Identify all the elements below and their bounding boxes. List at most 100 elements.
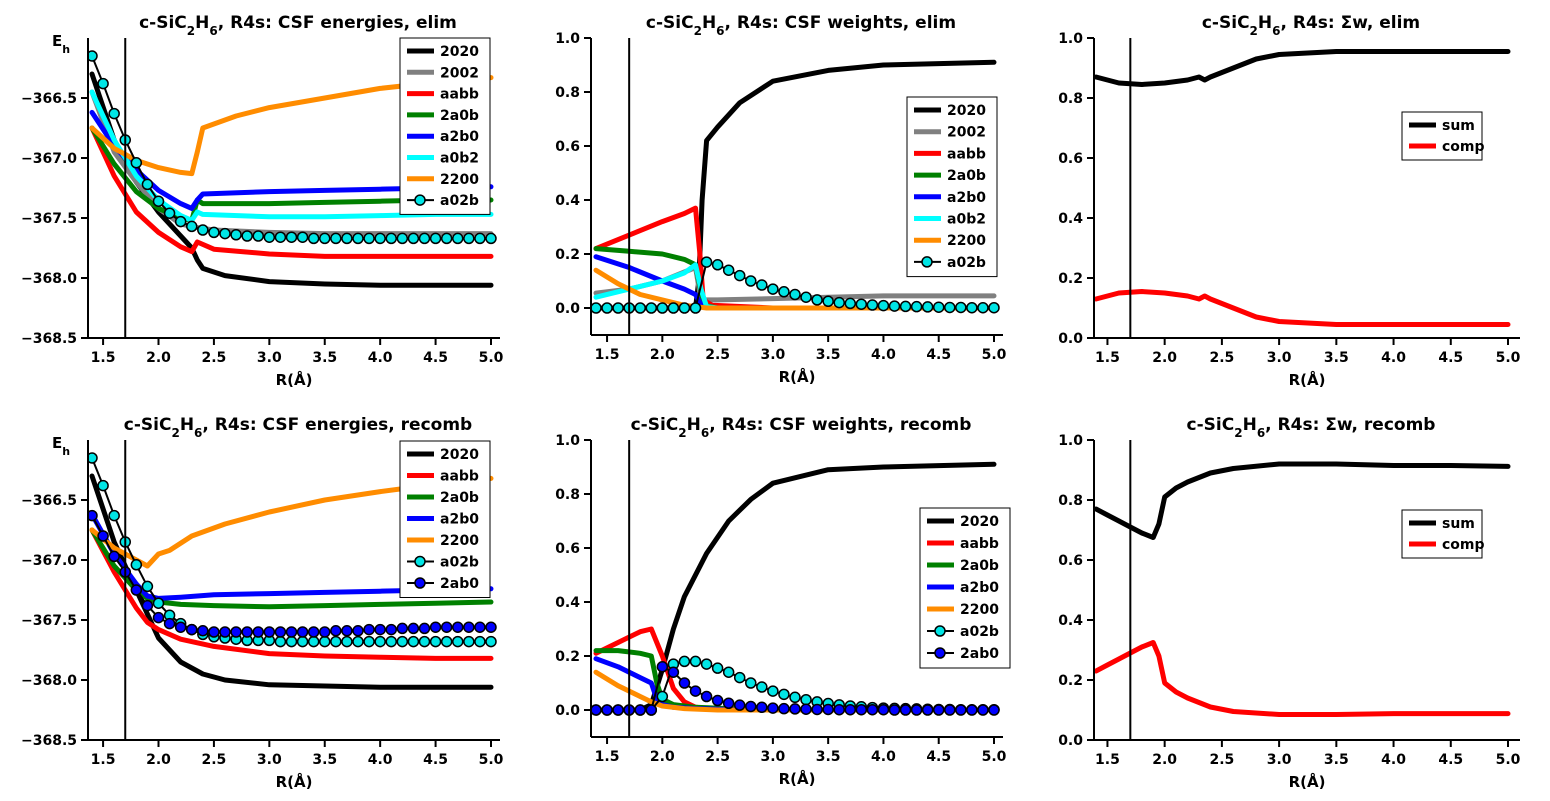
- legend: 2020 2002 aabb 2a0b a2b0 a0b2 2200 a02b: [399, 37, 491, 215]
- data-point-2ab0: [910, 704, 923, 716]
- legend: 2020 aabb 2a0b a2b0 2200 a02b 2ab0: [919, 507, 1011, 669]
- data-point-2ab0: [174, 621, 187, 633]
- title-rest: , R4s: CSF energies, elim: [218, 13, 457, 33]
- panel-title: c-SiC2H6, R4s: CSF weights, elim: [646, 13, 956, 38]
- data-point-a02b: [274, 231, 287, 243]
- data-point-2ab0: [667, 666, 680, 678]
- data-point-a02b: [307, 232, 320, 245]
- data-point-a02b: [452, 232, 464, 245]
- legend-item-a2b0: a2b0: [914, 190, 986, 206]
- x-tick-label: 1.5: [91, 350, 116, 366]
- chart-panel-2: c-SiC2H6, R4s: CSF weights, elim 0.0 0.2 0.…: [555, 13, 1006, 386]
- series-line-comp: [1095, 640, 1511, 717]
- y-tick-label: 1.0: [1058, 31, 1083, 47]
- data-point-2ab0: [341, 625, 353, 637]
- plot-area: [1095, 461, 1511, 717]
- data-point-2ab0: [296, 626, 309, 638]
- data-point-a02b: [285, 635, 298, 648]
- data-point-a02b: [352, 232, 364, 245]
- legend: sum comp: [1401, 111, 1485, 161]
- data-point-a02b: [656, 690, 669, 703]
- plot-area: [592, 461, 1000, 716]
- data-point-2ab0: [932, 704, 945, 716]
- x-tick-label: 4.0: [1381, 752, 1406, 768]
- data-point-2ab0: [141, 599, 154, 612]
- legend-box: [1401, 509, 1483, 559]
- series-line-aabb: [89, 125, 494, 259]
- data-point-a02b: [141, 178, 154, 191]
- data-point-a02b: [778, 688, 790, 701]
- x-tick-label: 4.5: [1438, 752, 1463, 768]
- data-point-a02b: [418, 635, 431, 648]
- data-point-a02b: [296, 231, 309, 243]
- legend-label: comp: [1442, 537, 1485, 553]
- data-point-a02b: [844, 297, 857, 310]
- legend-item-2200: 2200: [407, 533, 479, 549]
- data-point-a02b: [263, 231, 276, 243]
- x-axis-label: R(Å): [779, 367, 816, 386]
- legend-label: a0b2: [440, 151, 479, 167]
- legend-label: 2002: [440, 65, 479, 81]
- data-point-a02b: [385, 635, 397, 648]
- y-tick-label: 0.0: [1058, 733, 1083, 749]
- plot-area: [592, 59, 1000, 314]
- y-tick-label: 0.2: [1058, 271, 1083, 287]
- legend-label: aabb: [960, 536, 999, 552]
- y-tick-label: −368.0: [21, 673, 77, 689]
- legend-label: 2020: [960, 514, 999, 530]
- x-tick-label: 1.5: [595, 749, 620, 765]
- data-point-2ab0: [778, 702, 790, 715]
- data-point-2ab0: [440, 621, 453, 633]
- y-axis-label: Eh: [52, 32, 70, 56]
- data-point-2ab0: [307, 626, 320, 638]
- data-point-2ab0: [319, 626, 331, 638]
- y-label-main: E: [52, 434, 62, 452]
- data-point-a02b: [174, 215, 187, 228]
- y-tick-label: −368.5: [21, 331, 77, 347]
- data-point-a02b: [656, 302, 669, 314]
- data-point-a02b: [767, 685, 779, 697]
- x-tick-label: 3.0: [760, 749, 785, 765]
- legend-label: 2ab0: [960, 646, 999, 662]
- data-point-2ab0: [452, 621, 464, 633]
- legend-label: aabb: [947, 146, 986, 162]
- title-rest: , R4s: Σw, elim: [1281, 13, 1421, 33]
- x-axis-label: R(Å): [276, 370, 313, 389]
- data-point-a02b: [186, 220, 198, 233]
- data-point-a02b: [97, 77, 109, 90]
- data-point-a02b: [396, 232, 409, 245]
- data-point-2ab0: [89, 509, 98, 522]
- data-point-a02b: [612, 302, 624, 314]
- data-point-a02b: [789, 288, 801, 301]
- x-tick-label: 3.0: [257, 752, 282, 768]
- data-point-a02b: [485, 232, 497, 245]
- data-point-a02b: [274, 635, 287, 648]
- series-line-comp: [1095, 289, 1511, 327]
- data-point-2ab0: [899, 704, 912, 716]
- data-point-2ab0: [733, 699, 746, 711]
- data-point-a02b: [932, 301, 945, 313]
- data-point-2ab0: [833, 703, 845, 716]
- legend-label: 2200: [440, 533, 479, 549]
- x-tick-label: 2.5: [705, 347, 730, 363]
- data-point-a02b: [152, 597, 165, 609]
- data-point-a02b: [89, 452, 98, 464]
- data-point-a02b: [385, 232, 397, 245]
- legend-item-a2b0: a2b0: [407, 129, 479, 145]
- data-point-a02b: [97, 479, 109, 492]
- x-tick-label: 5.0: [982, 749, 1007, 765]
- data-point-a02b: [440, 232, 453, 245]
- x-tick-label: 3.5: [816, 749, 841, 765]
- y-tick-label: 0.8: [555, 85, 580, 101]
- data-point-a02b: [474, 635, 486, 648]
- y-tick-label: 0.2: [1058, 673, 1083, 689]
- x-tick-label: 3.5: [1324, 752, 1349, 768]
- title-sub: 6: [1272, 24, 1280, 38]
- legend-item-2200: 2200: [407, 172, 479, 188]
- data-point-2ab0: [756, 701, 768, 714]
- data-point-a02b: [463, 635, 475, 648]
- x-tick-label: 1.5: [1095, 350, 1120, 366]
- x-tick-label: 4.5: [926, 347, 951, 363]
- legend-item-comp: comp: [1409, 139, 1485, 155]
- y-axis-label: Eh: [52, 434, 70, 458]
